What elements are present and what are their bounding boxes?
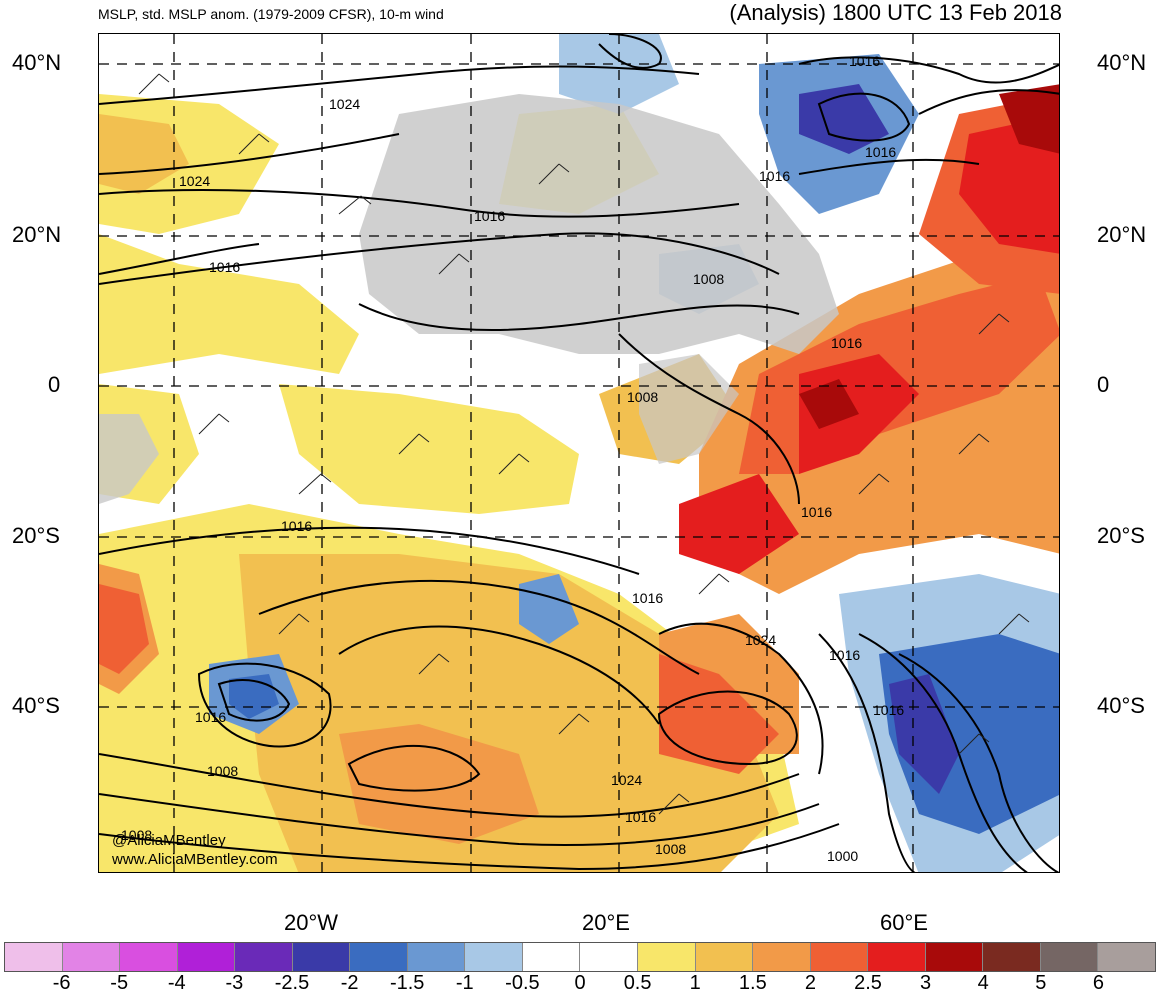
map-panel: 1024 1024 1016 1016 1016 1016 1016 1008 … — [98, 33, 1060, 873]
lat-label-20s-right: 20°S — [1097, 523, 1145, 548]
isobar-label: 1000 — [827, 848, 858, 864]
isobar-label: 1008 — [121, 827, 152, 843]
colorbar-swatch — [350, 943, 408, 971]
colorbar-swatch — [983, 943, 1041, 971]
colorbar-tick-label: -3 — [225, 972, 244, 994]
colorbar-tick-label: 3 — [920, 972, 932, 994]
colorbar-tick-label: 1 — [689, 972, 701, 994]
isobar-label: 1024 — [179, 173, 210, 189]
colorbar-swatch — [695, 943, 754, 971]
map-canvas: 1024 1024 1016 1016 1016 1016 1016 1008 … — [99, 34, 1059, 872]
colorbar — [4, 942, 1156, 972]
lat-label-eq-right: 0 — [1097, 372, 1110, 397]
colorbar-swatch — [292, 943, 351, 971]
isobars — [99, 34, 1059, 872]
colorbar-swatch — [177, 943, 236, 971]
isobar-label: 1016 — [209, 259, 240, 275]
isobar-label: 1008 — [655, 841, 686, 857]
wind-barbs — [138, 73, 1030, 815]
lon-label-20e: 20°E — [582, 910, 630, 935]
lon-label-20w: 20°W — [284, 910, 339, 935]
map-subtitle: MSLP, std. MSLP anom. (1979-2009 CFSR), … — [98, 6, 444, 22]
isobar-label: 1016 — [873, 702, 904, 718]
colorbar-tick-label: -1 — [455, 972, 474, 994]
colorbar-tick-label: 0 — [574, 972, 586, 994]
map-title: (Analysis) 1800 UTC 13 Feb 2018 — [729, 0, 1062, 25]
colorbar-swatch — [1098, 943, 1155, 971]
colorbar-tick-label: -2.5 — [274, 972, 310, 994]
colorbar-tick-label: 4 — [977, 972, 989, 994]
colorbar-tick-label: -2 — [340, 972, 359, 994]
colorbar-tick-label: -4 — [167, 972, 186, 994]
isobar-label: 1016 — [632, 590, 663, 606]
colorbar-swatch — [925, 943, 984, 971]
lat-label-40n-left: 40°N — [12, 50, 62, 75]
colorbar-swatch — [522, 943, 581, 971]
colorbar-tick-label: 1.5 — [738, 972, 767, 994]
lat-label-20s-left: 20°S — [12, 523, 60, 548]
colorbar-tick-label: -0.5 — [505, 972, 540, 994]
colorbar-tick-label: -6 — [52, 972, 71, 994]
colorbar-tick-label: 6 — [1092, 972, 1104, 994]
colorbar-swatch — [580, 943, 639, 971]
colorbar-swatch — [753, 943, 811, 971]
colorbar-swatch — [407, 943, 466, 971]
lat-label-40s-left: 40°S — [12, 693, 60, 718]
colorbar-swatch — [5, 943, 63, 971]
colorbar-swatch — [120, 943, 178, 971]
isobar-label: 1016 — [849, 53, 880, 69]
lat-label-eq-left: 0 — [48, 372, 61, 397]
isobar-label: 1008 — [627, 389, 658, 405]
lat-label-20n-right: 20°N — [1097, 222, 1147, 247]
lat-label-40n-right: 40°N — [1097, 50, 1147, 75]
lon-label-60e: 60°E — [880, 910, 928, 935]
isobar-label: 1008 — [693, 271, 724, 287]
isobar-label: 1008 — [207, 763, 238, 779]
colorbar-tick-label: 2 — [804, 972, 816, 994]
isobar-label: 1016 — [474, 208, 505, 224]
isobar-label: 1016 — [759, 168, 790, 184]
colorbar-tick-label: -1.5 — [389, 972, 425, 994]
isobar-label: 1024 — [329, 96, 360, 112]
colorbar-tick-label: -5 — [110, 972, 129, 994]
isobar-label: 1016 — [831, 335, 862, 351]
credit-handle: @AliciaMBentley — [112, 832, 226, 849]
colorbar-swatch — [465, 943, 523, 971]
lat-label-40s-right: 40°S — [1097, 693, 1145, 718]
lat-label-20n-left: 20°N — [12, 222, 62, 247]
colorbar-swatch — [810, 943, 869, 971]
colorbar-swatch — [868, 943, 926, 971]
colorbar-tick-label: 2.5 — [854, 972, 882, 994]
isobar-label: 1016 — [625, 809, 656, 825]
colorbar-tick-label: 0.5 — [623, 972, 652, 994]
isobar-label: 1016 — [195, 709, 226, 725]
isobar-label: 1016 — [865, 144, 896, 160]
graticule — [99, 34, 1059, 872]
isobar-label: 1024 — [611, 772, 642, 788]
isobar-label: 1016 — [281, 518, 312, 534]
isobar-labels: 1024 1024 1016 1016 1016 1016 1016 1008 … — [121, 53, 904, 864]
colorbar-swatch — [1040, 943, 1099, 971]
land-masks — [99, 94, 839, 504]
colorbar-swatch — [235, 943, 293, 971]
colorbar-swatch — [62, 943, 121, 971]
isobar-label: 1016 — [829, 647, 860, 663]
colorbar-swatch — [638, 943, 696, 971]
isobar-label: 1016 — [801, 504, 832, 520]
colorbar-tick-label: 5 — [1035, 972, 1047, 994]
credit-website: www.AliciaMBentley.com — [112, 851, 278, 868]
isobar-label: 1024 — [745, 632, 776, 648]
